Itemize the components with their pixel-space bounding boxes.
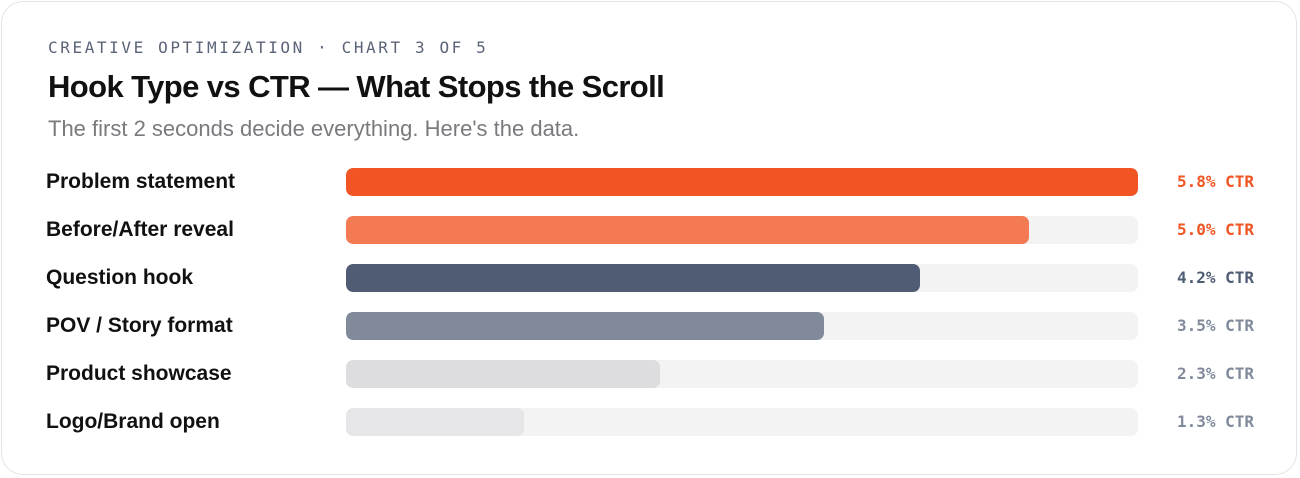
bar-value-label: 3.5% CTR [1176, 316, 1254, 335]
bar-row: Problem statement 5.8% CTR [0, 168, 1300, 196]
bar-value-label: 1.3% CTR [1176, 412, 1254, 431]
bar-value-label: 4.2% CTR [1176, 268, 1254, 287]
bar [346, 168, 1138, 196]
chart-subtitle: The first 2 seconds decide everything. H… [48, 116, 580, 141]
bar [346, 264, 920, 292]
bar-track [346, 408, 1138, 436]
bar-category-label: Product showcase [46, 362, 232, 385]
bar-track [346, 168, 1138, 196]
bar [346, 216, 1029, 244]
chart-eyebrow: CREATIVE OPTIMIZATION · CHART 3 OF 5 [48, 38, 489, 57]
bar-track [346, 264, 1138, 292]
bar-track [346, 216, 1138, 244]
bar-value-label: 2.3% CTR [1176, 364, 1254, 383]
bar-row: Logo/Brand open 1.3% CTR [0, 408, 1300, 436]
bar-value-label: 5.8% CTR [1176, 172, 1254, 191]
bar-track [346, 312, 1138, 340]
bar-row: Question hook 4.2% CTR [0, 264, 1300, 292]
chart-title: Hook Type vs CTR — What Stops the Scroll [48, 69, 665, 104]
bar [346, 408, 524, 436]
bar-row: Product showcase 2.3% CTR [0, 360, 1300, 388]
bar-category-label: POV / Story format [46, 314, 233, 337]
bar-row: POV / Story format 3.5% CTR [0, 312, 1300, 340]
bar-value-label: 5.0% CTR [1176, 220, 1254, 239]
bar-category-label: Before/After reveal [46, 218, 234, 241]
bar-category-label: Logo/Brand open [46, 410, 220, 433]
bar [346, 312, 824, 340]
bar-track [346, 360, 1138, 388]
bar-category-label: Question hook [46, 266, 193, 289]
bar-row: Before/After reveal 5.0% CTR [0, 216, 1300, 244]
bar [346, 360, 660, 388]
bar-category-label: Problem statement [46, 170, 236, 193]
